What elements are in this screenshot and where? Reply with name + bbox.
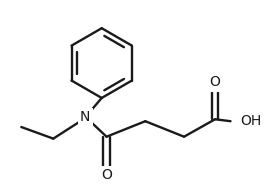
Text: OH: OH bbox=[240, 114, 261, 128]
Text: O: O bbox=[210, 75, 220, 89]
Text: O: O bbox=[101, 168, 112, 182]
Text: N: N bbox=[80, 110, 91, 124]
